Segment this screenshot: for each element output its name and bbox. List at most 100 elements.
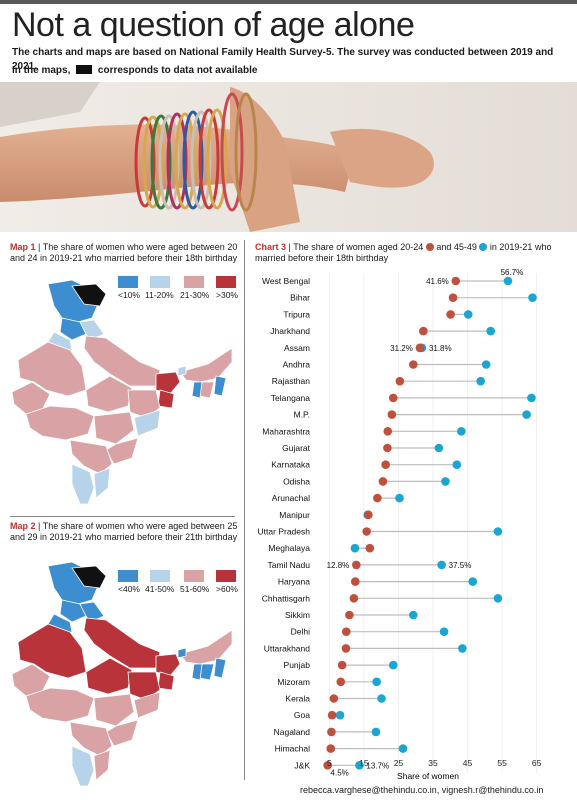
dot-age-20-24 (362, 527, 371, 536)
x-tick-label: 55 (497, 758, 507, 768)
dot-age-20-24 (395, 376, 405, 386)
map2-description: The share of women who were aged between… (10, 521, 238, 542)
dot-age-20-24 (387, 410, 397, 419)
map2-label: Map 2 (10, 521, 36, 531)
x-tick-label: 5 (327, 758, 332, 768)
map1-label: Map 1 (10, 242, 36, 252)
map1-legend-swatch-3 (184, 276, 204, 288)
dot-age-20-24 (345, 610, 354, 620)
dot-age-45-49 (377, 694, 386, 703)
dot-age-45-49 (355, 761, 364, 770)
dot-age-20-24 (336, 677, 346, 687)
dot-age-20-24 (349, 594, 359, 603)
dot-age-45-49 (476, 376, 485, 386)
map2-legend-label-4: >60% (216, 584, 238, 594)
legend-dot-20-24 (425, 243, 434, 251)
dot-age-45-49 (350, 543, 360, 553)
category-label: Delhi (291, 627, 310, 637)
category-label: Kerala (285, 694, 310, 704)
bangles-illustration (0, 82, 577, 232)
chart-text-a: The share of women aged 20-24 (293, 242, 424, 252)
value-annotation: 41.6% (426, 277, 449, 286)
category-label: Haryana (278, 577, 310, 587)
value-annotation: 12.8% (327, 561, 350, 570)
x-tick-label: 65 (532, 758, 542, 768)
x-tick-label: 25 (394, 758, 404, 768)
dot-age-20-24 (341, 644, 351, 653)
map1-description: The share of women who were aged between… (10, 242, 238, 263)
dot-age-45-49 (434, 443, 444, 453)
category-label: Goa (294, 710, 310, 720)
category-label: Rajasthan (272, 376, 311, 386)
map2-legend-swatch-4 (216, 570, 236, 582)
dot-age-20-24 (446, 310, 455, 319)
category-label: Bihar (290, 293, 310, 303)
dot-age-20-24 (327, 710, 337, 720)
map-note-post: corresponds to data not available (97, 65, 258, 76)
category-label: Meghalaya (268, 543, 310, 553)
map2-heading: Map 2 | The share of women who were aged… (10, 521, 238, 543)
dot-age-45-49 (437, 560, 446, 570)
dot-age-45-49 (463, 310, 473, 319)
value-annotation: 56.7% (501, 268, 524, 277)
category-label: Arunachal (272, 493, 310, 503)
dot-age-20-24 (350, 577, 360, 586)
dot-age-45-49 (372, 677, 381, 687)
page-title: Not a question of age alone (12, 6, 415, 44)
dot-age-20-24 (419, 326, 428, 336)
map1-legend-label-1: <10% (118, 290, 140, 300)
dot-age-45-49 (481, 360, 491, 369)
dot-age-45-49 (527, 393, 536, 403)
map2-legend-swatch-1 (118, 570, 138, 582)
dot-age-45-49 (395, 493, 404, 503)
map2-legend-swatch-2 (150, 570, 170, 582)
chart-heading: Chart 3 | The share of women aged 20-24 … (255, 242, 565, 264)
dot-age-20-24 (383, 443, 392, 453)
map2-legend-swatch-3 (184, 570, 204, 582)
map1-legend-label-2: 11-20% (145, 290, 174, 300)
map1-legend-swatch-4 (216, 276, 236, 288)
map-note: In the maps, corresponds to data not ava… (12, 64, 257, 78)
dot-age-45-49 (468, 577, 478, 586)
dot-age-20-24 (327, 727, 336, 737)
dot-age-45-49 (528, 293, 537, 303)
dot-age-45-49 (493, 594, 503, 603)
top-rule (0, 0, 577, 4)
dot-age-45-49 (441, 477, 450, 486)
dot-age-45-49 (493, 527, 503, 536)
category-label: Nagaland (274, 727, 311, 737)
category-label: Punjab (284, 660, 311, 670)
dot-age-45-49 (503, 276, 513, 286)
map1-sep: | (35, 242, 43, 252)
category-label: J&K (294, 760, 310, 770)
category-label: Jharkhand (270, 326, 310, 336)
category-label: Tamil Nadu (267, 560, 310, 570)
x-tick-label: 35 (428, 758, 438, 768)
dot-age-45-49 (335, 710, 345, 720)
category-label: Gujarat (282, 443, 311, 453)
category-label: Maharashtra (262, 426, 310, 436)
subtitle: The charts and maps are based on Nationa… (12, 47, 554, 72)
dot-age-20-24 (364, 510, 373, 520)
category-label: Tripura (283, 309, 310, 319)
value-annotation: 37.5% (449, 561, 472, 570)
dot-age-45-49 (522, 410, 531, 419)
legend-dot-45-49 (479, 243, 488, 251)
map1-legend-swatch-1 (118, 276, 138, 288)
map2-legend-label-3: 51-60% (180, 584, 210, 594)
map2-sep: | (35, 521, 43, 531)
category-label: Sikkim (285, 610, 310, 620)
map1-legend-label-3: 21-30% (180, 290, 210, 300)
dot-age-20-24 (373, 493, 382, 503)
map1-legend-label-4: >30% (216, 290, 238, 300)
na-swatch (76, 65, 93, 74)
map1-india-choropleth (11, 279, 233, 505)
value-annotation: 31.2% (390, 344, 413, 353)
value-annotation: 4.5% (331, 768, 349, 777)
category-label: Odisha (283, 476, 310, 486)
map2-india-choropleth (11, 561, 233, 787)
category-label: Uttarakhand (264, 643, 311, 653)
map2-legend-label-2: 41-50% (145, 584, 175, 594)
dot-age-45-49 (486, 326, 495, 336)
dot-age-20-24 (448, 293, 458, 303)
